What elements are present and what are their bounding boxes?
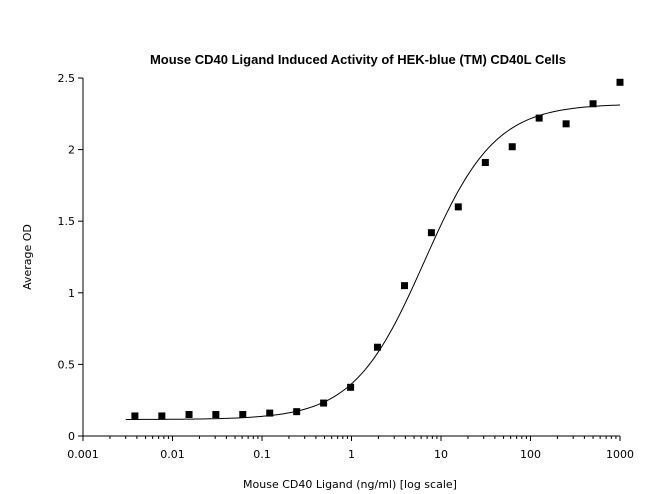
data-point (616, 78, 624, 86)
chart-title: Mouse CD40 Ligand Induced Activity of HE… (150, 52, 566, 67)
data-point (535, 114, 543, 122)
data-point (293, 408, 301, 416)
data-point (481, 158, 489, 166)
y-tick-label: 0 (68, 430, 75, 443)
data-point (400, 282, 408, 290)
data-point (266, 409, 274, 417)
data-point (158, 412, 166, 420)
y-axis-label: Average OD (21, 224, 34, 290)
fit-curve (125, 104, 621, 420)
x-tick-label: 1000 (606, 448, 634, 461)
x-tick-label: 0.1 (253, 448, 271, 461)
data-point (239, 411, 247, 419)
x-tick-label: 10 (434, 448, 448, 461)
y-tick-label: 1.5 (58, 215, 76, 228)
x-axis-label: Mouse CD40 Ligand (ng/ml) [log scale] (243, 478, 457, 491)
data-point (212, 411, 220, 419)
data-point (131, 412, 139, 420)
y-tick-label: 1 (68, 287, 75, 300)
y-tick-label: 2 (68, 144, 75, 157)
data-point (562, 120, 570, 128)
data-point (347, 383, 355, 391)
x-tick-label: 0.001 (67, 448, 99, 461)
data-point (185, 411, 193, 419)
x-tick-label: 100 (520, 448, 541, 461)
data-point (373, 343, 381, 351)
x-tick-label: 0.01 (160, 448, 185, 461)
y-tick-label: 0.5 (58, 358, 76, 371)
data-point (320, 399, 328, 407)
data-point (427, 229, 435, 237)
data-point (508, 143, 516, 151)
x-tick-label: 1 (348, 448, 355, 461)
data-point (454, 203, 462, 211)
data-point (589, 100, 597, 108)
plot-area: 0 0.5 1 1.5 2 2.5 0.001 0.01 0.1 1 10 100 1000 (58, 72, 635, 461)
y-tick-label: 2.5 (58, 72, 76, 85)
